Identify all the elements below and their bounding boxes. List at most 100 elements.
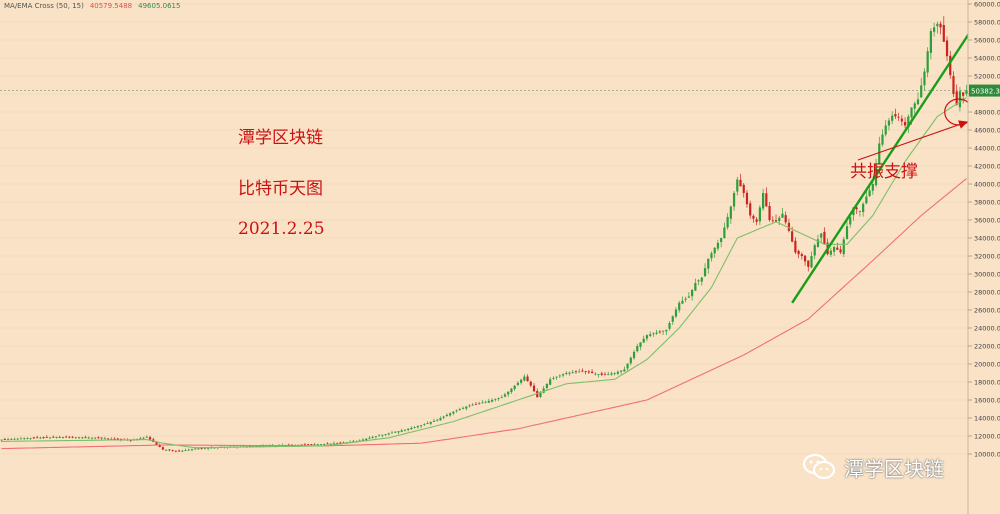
y-tick-label: 22000.0000 [974, 343, 1000, 351]
candle-body [532, 385, 536, 392]
candle-body [313, 444, 316, 446]
candle-body [649, 334, 652, 337]
candle-body [177, 450, 181, 452]
candle-body [42, 436, 45, 438]
candle-body [936, 23, 939, 27]
candle-body [181, 450, 184, 452]
candle-body [390, 432, 394, 434]
candle-body [339, 442, 342, 444]
candle-body [423, 424, 426, 425]
y-tick-label: 34000.0000 [974, 235, 1000, 243]
candle-body [787, 222, 791, 231]
wechat-logo-icon [802, 453, 836, 480]
candle-body [694, 283, 697, 291]
candle-body [800, 254, 803, 256]
candle-body [952, 76, 955, 94]
candle-body [90, 437, 94, 439]
slow-ma-line [1, 178, 967, 450]
candle-body [903, 122, 907, 126]
fast-ma-line [1, 97, 967, 449]
y-tick-label: 16000.0000 [974, 397, 1000, 405]
candle-body [455, 410, 458, 412]
y-tick-label: 12000.0000 [974, 433, 1000, 441]
candle-body [490, 400, 494, 402]
candle-body [307, 444, 310, 446]
author-title: 潭学区块链 [238, 128, 323, 148]
candle-body [458, 409, 461, 411]
candle-body [407, 428, 410, 430]
candle-body [778, 217, 781, 222]
price-tag-box [969, 84, 1000, 97]
candle-body [6, 439, 10, 441]
y-tick-label: 60000.0000 [974, 1, 1000, 9]
candle-body [81, 437, 84, 439]
candle-body [158, 444, 161, 447]
candle-body [603, 374, 607, 376]
candle-body [187, 449, 190, 451]
candle-body [691, 289, 694, 297]
candle-body [297, 444, 300, 446]
candle-body [639, 342, 642, 347]
candle-body [594, 373, 597, 375]
candle-body [858, 211, 862, 212]
y-tick-label: 44000.0000 [974, 145, 1000, 153]
y-tick-label: 10000.0000 [974, 451, 1000, 459]
candle-body [749, 203, 752, 216]
candle-body [962, 92, 965, 96]
candle-body [329, 443, 332, 445]
candle-body [449, 413, 452, 416]
candle-body [568, 372, 571, 374]
candle-body [190, 449, 194, 451]
candle-body [894, 113, 897, 117]
candle-body [929, 31, 932, 53]
candle-body [616, 371, 620, 374]
candle-body [942, 25, 945, 42]
candle-body [623, 369, 626, 372]
support-trendline [791, 22, 978, 304]
candle-body [781, 213, 784, 218]
candle-body [32, 437, 35, 439]
chart-date: 2021.2.25 [238, 219, 325, 239]
candle-body [129, 440, 132, 441]
candle-body [494, 399, 497, 400]
candle-body [303, 444, 307, 446]
candle-body [587, 371, 590, 373]
candle-body [758, 207, 761, 222]
candle-body [732, 193, 736, 207]
candle-body [884, 125, 887, 135]
y-tick-label: 26000.0000 [974, 307, 1000, 315]
candle-body [607, 373, 610, 375]
candle-body [429, 421, 432, 424]
candle-body [10, 439, 13, 440]
candle-body [316, 444, 319, 446]
candle-body [965, 90, 968, 94]
candle-body [742, 184, 745, 193]
candle-body [400, 430, 403, 432]
candle-body [174, 450, 177, 452]
candle-body [319, 444, 323, 445]
indicator-legend: MA/EMA Cross (50, 15) 40579.5488 49605.061… [4, 2, 180, 10]
candle-body [678, 302, 681, 311]
candle-body [610, 373, 613, 375]
candle-body [394, 431, 397, 433]
candle-body [729, 206, 732, 219]
candle-body [74, 437, 77, 438]
candle-body [897, 116, 900, 118]
candle-body [410, 427, 413, 430]
candle-body [110, 438, 113, 440]
candle-body [116, 438, 119, 440]
candle-body [55, 437, 58, 438]
candle-body [52, 436, 55, 438]
candle-body [723, 227, 726, 239]
candle-body [148, 437, 152, 440]
candle-body [3, 439, 6, 440]
candle-body [84, 437, 87, 439]
candle-body [823, 231, 826, 244]
y-tick-label: 54000.0000 [974, 55, 1000, 63]
candle-body [584, 371, 587, 373]
candle-body [681, 300, 684, 304]
candle-body [471, 404, 474, 406]
candle-body [842, 239, 845, 255]
candle-body [332, 443, 336, 445]
